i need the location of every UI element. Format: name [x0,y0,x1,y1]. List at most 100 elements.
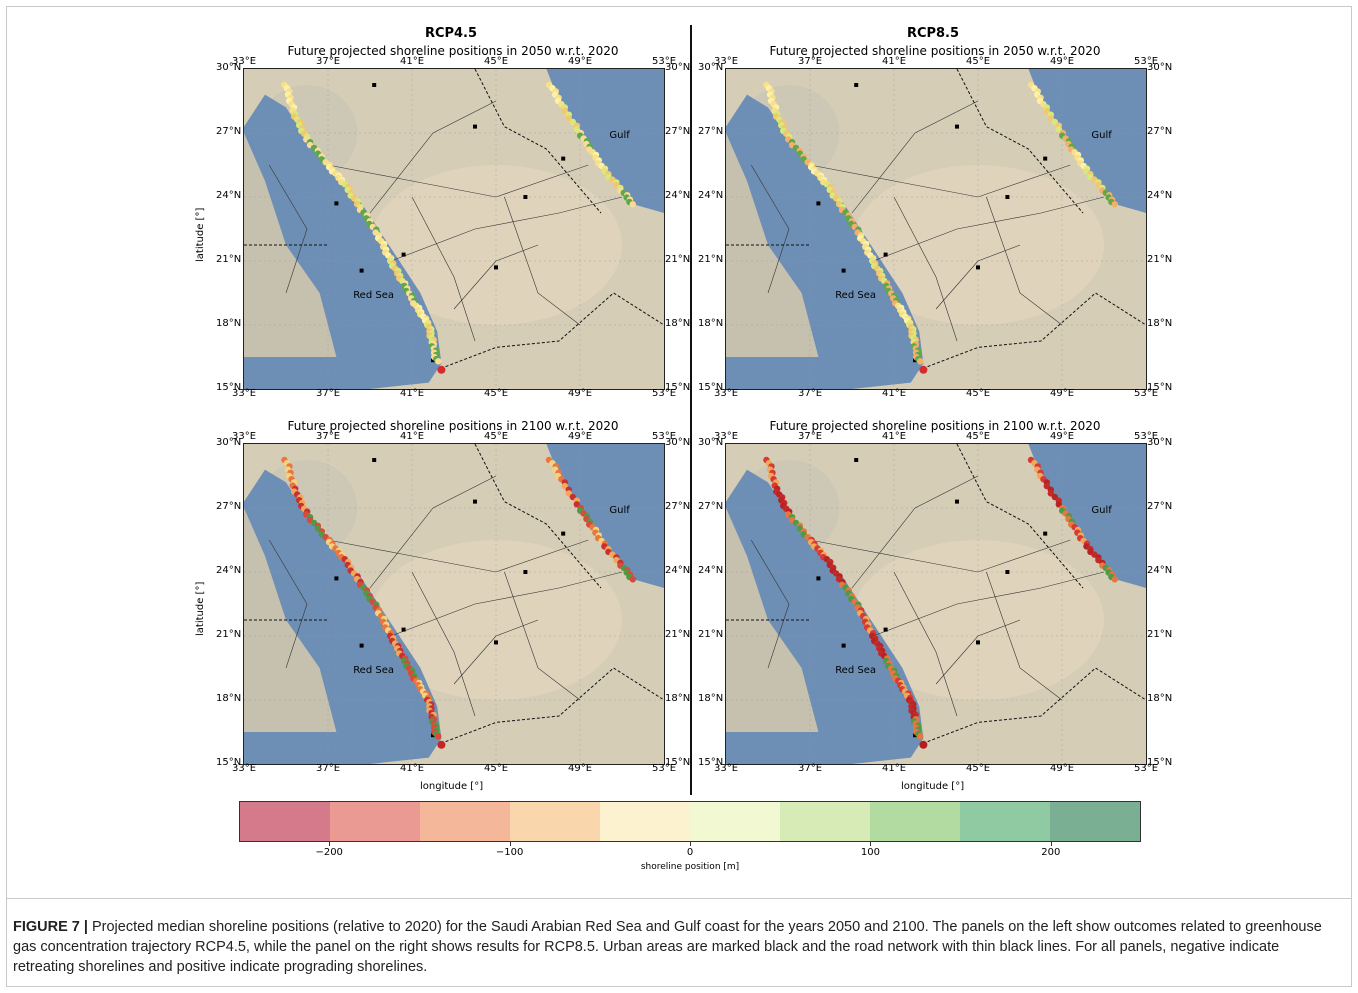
caption-rule [6,898,1352,899]
urban-area [841,268,846,273]
lat-tick-label: 21°N [665,254,691,265]
colorbar-segment [600,802,690,841]
urban-area [816,201,821,206]
lat-tick-label: 24°N [665,190,691,201]
lon-tick-label: 37°E [798,56,823,67]
map-svg [726,69,1146,389]
road-line [453,619,539,685]
lat-tick-label: 18°N [665,318,691,329]
lat-tick-label: 18°N [216,693,242,704]
lon-tick-label: 53°E [652,431,677,442]
urban-area [473,499,477,504]
border-line [956,69,1084,214]
lon-tick-label: 41°E [400,388,425,399]
gulf-label: Gulf [609,129,630,141]
road-line [872,571,1105,637]
border-line [956,444,1084,589]
lat-tick-label: 30°N [216,437,242,448]
road-line [369,475,497,589]
lat-tick-label: 30°N [1147,62,1173,73]
road-line [411,196,476,342]
border-line [445,292,664,368]
shoreline-point [435,733,442,740]
lon-tick-label: 45°E [484,431,509,442]
colorbar-tick-mark [509,842,511,846]
figure-caption: FIGURE 7 | Projected median shoreline po… [13,917,1343,977]
panel-title: Future projected shoreline positions in … [287,419,619,433]
road-line [893,196,958,342]
road-line [411,571,476,717]
colorbar-tick-mark [1050,842,1052,846]
panel-title: Future projected shoreline positions in … [769,44,1101,58]
lon-tick-label: 45°E [484,56,509,67]
lat-tick-label: 21°N [216,254,242,265]
map-panel-rcp85-2100: Red Sea Gulf [725,443,1147,765]
lat-tick-label: 30°N [665,437,691,448]
lon-tick-label: 45°E [966,763,991,774]
road-line [750,539,790,669]
lon-tick-label: 37°E [316,388,341,399]
lat-tick-label: 15°N [698,382,724,393]
colorbar-segment [780,802,870,841]
lat-tick-label: 27°N [665,126,691,137]
lat-tick-label: 18°N [698,693,724,704]
lon-tick-label: 37°E [798,388,823,399]
map-svg [726,444,1146,764]
lon-tick-label: 45°E [484,763,509,774]
lon-tick-label: 53°E [652,56,677,67]
lat-tick-label: 27°N [1147,501,1173,512]
road-line [268,164,308,294]
red-sea-label: Red Sea [835,664,876,676]
lon-tick-label: 49°E [568,763,593,774]
map-panel-rcp45-2100: Red Sea Gulf [243,443,665,765]
urban-area [359,643,364,648]
lon-tick-label: 37°E [798,431,823,442]
colorbar-segment [330,802,420,841]
shoreline-extreme-point [919,365,928,374]
urban-area [372,458,377,462]
gulf-label: Gulf [609,504,630,516]
road-line [327,164,589,198]
lon-tick-label: 49°E [1050,56,1075,67]
column-title-rcp85: RCP8.5 [906,26,960,41]
caption-label: FIGURE 7 | [13,919,88,935]
lon-tick-label: 53°E [1134,56,1159,67]
urban-area [401,627,406,632]
lat-tick-label: 21°N [698,629,724,640]
lat-tick-label: 15°N [665,757,691,768]
colorbar-tick-mark [870,842,872,846]
lat-tick-label: 24°N [698,190,724,201]
gulf-label: Gulf [1091,129,1112,141]
column-divider [690,25,692,795]
lon-tick-label: 33°E [714,763,739,774]
road-line [986,571,1063,701]
lon-tick-label: 49°E [1050,763,1075,774]
shoreline-point [917,733,924,740]
lat-tick-label: 21°N [1147,254,1173,265]
lon-tick-label: 45°E [966,431,991,442]
lat-tick-label: 27°N [216,126,242,137]
urban-area [883,627,888,632]
lon-tick-label: 33°E [232,56,257,67]
colorbar-tick-mark [690,842,691,846]
border-line [474,444,602,589]
road-line [504,196,581,326]
map-panel-rcp85-2050: Red Sea Gulf [725,68,1147,390]
road-line [750,164,790,294]
y-axis-label-top: latitude [°] [195,207,206,262]
road-line [935,244,1021,310]
urban-area [913,733,917,738]
red-sea-label: Red Sea [835,289,876,301]
lat-tick-label: 30°N [698,437,724,448]
colorbar-segment [870,802,960,841]
lat-tick-label: 18°N [698,318,724,329]
lat-tick-label: 18°N [216,318,242,329]
lat-tick-label: 15°N [698,757,724,768]
lat-tick-label: 27°N [216,501,242,512]
road-line [268,539,308,669]
colorbar-segment [960,802,1050,841]
lon-tick-label: 41°E [882,56,907,67]
colorbar-segment [690,802,780,841]
urban-area [1043,531,1048,536]
urban-area [1005,570,1010,574]
